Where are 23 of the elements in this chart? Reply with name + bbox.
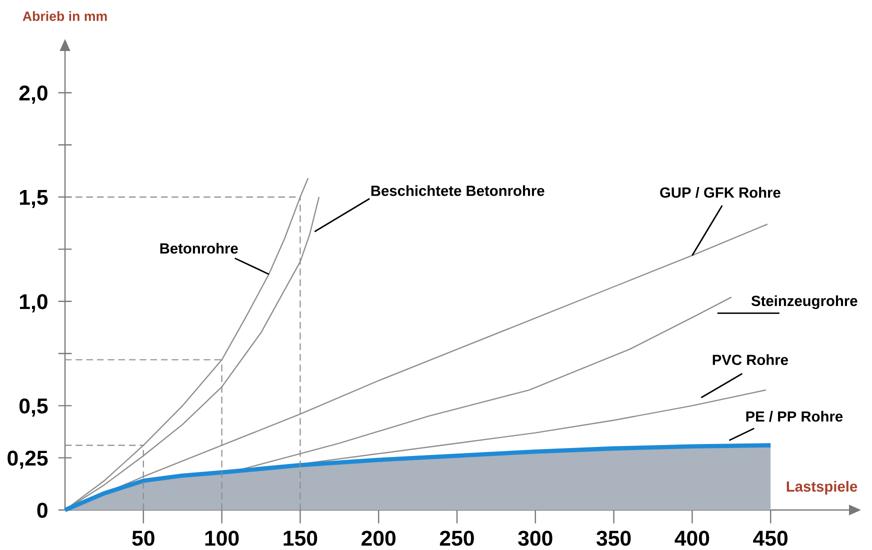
y-tick-label: 1,0: [20, 294, 48, 312]
x-axis-title: Lastspiele: [786, 480, 858, 495]
x-tick-label: 400: [674, 530, 710, 546]
x-tick-label: 50: [132, 530, 154, 546]
text: Betonrohre: [160, 242, 238, 254]
x-tick-label: 250: [440, 530, 474, 546]
series-label: Steinzeugrohre: [751, 295, 858, 310]
text: PVC Rohre: [712, 354, 788, 366]
series-label: GUP / GFK Rohre: [660, 187, 780, 198]
text: Beschichtete Betonrohre: [371, 185, 544, 196]
y-tick-label: 0,25: [8, 450, 48, 469]
y-tick-label: 0: [37, 502, 48, 518]
series-label: PE / PP Rohre: [746, 410, 843, 422]
y-axis-title: Abrieb in mm: [22, 11, 107, 21]
x-tick-label: 350: [596, 530, 631, 546]
y-tick-label: 2,0: [19, 86, 48, 104]
x-tick-label: 100: [205, 530, 239, 546]
x-tick-label: 200: [362, 530, 396, 546]
x-tick-label: 450: [753, 530, 788, 546]
y-tick-label: 1,5: [20, 190, 48, 208]
x-tick-label: 150: [284, 530, 318, 546]
y-tick-label: 0,5: [19, 398, 48, 417]
x-tick-label: 300: [518, 530, 552, 546]
